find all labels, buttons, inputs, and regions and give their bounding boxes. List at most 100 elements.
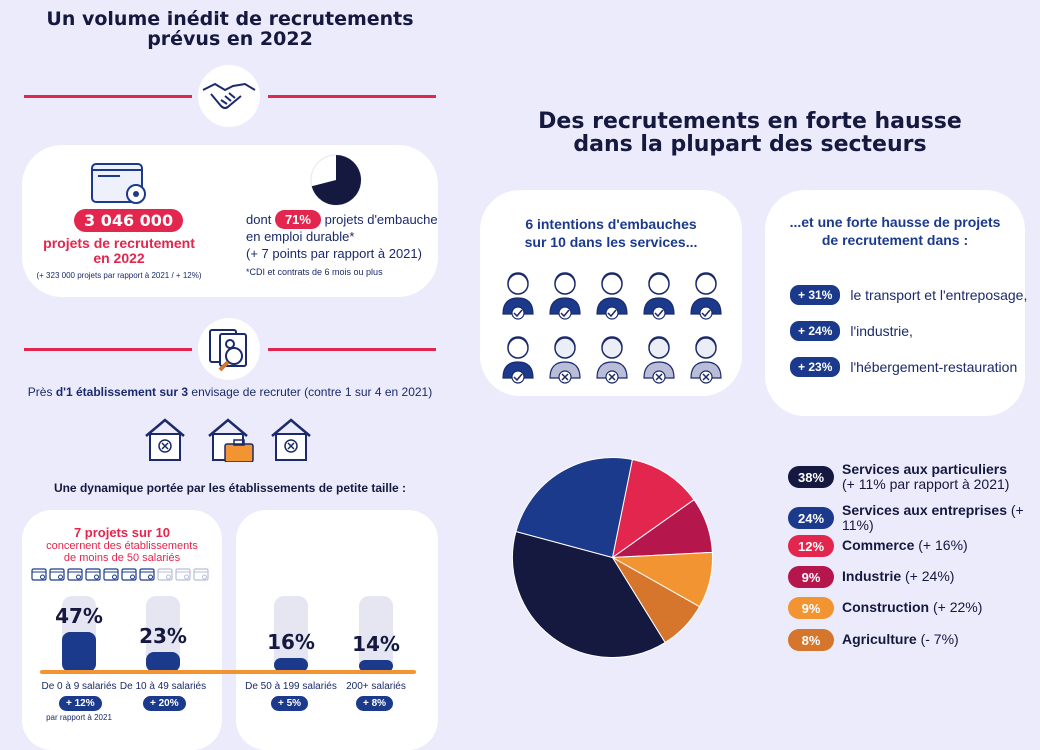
person-cross-icon: [549, 336, 581, 384]
divider-line: [24, 95, 192, 98]
legend-item: 9% Construction (+ 22%): [788, 597, 982, 619]
folder-icon: [175, 568, 191, 581]
legend-item: 12% Commerce (+ 16%): [788, 535, 968, 557]
legend-item: 24% Services aux entreprises (+ 11%): [788, 502, 1040, 534]
bar-change-wrap: + 5%: [271, 693, 309, 711]
projects-note: (+ 323 000 projets par rapport à 2021 / …: [36, 271, 202, 280]
durable-pie-slice: [311, 155, 361, 205]
small-size-title: Une dynamique portée par les établisseme…: [53, 481, 407, 495]
small-establishments-card: [22, 510, 222, 750]
durable-note: (+ 7 points par rapport à 2021): [246, 245, 422, 261]
legend-item: 8% Agriculture (- 7%): [788, 629, 959, 651]
legend-sector: Construction: [842, 599, 930, 616]
folder-icon: [139, 568, 155, 581]
legend-detail: (+ 24%): [901, 568, 955, 585]
people-grid: [500, 270, 730, 384]
legend-detail: (+ 22%): [929, 599, 983, 616]
sectors-pie-chart: [512, 457, 713, 658]
folder-icon: [67, 568, 83, 581]
legend-item: 38% Services aux particuliers (+ 11% par r…: [788, 461, 1009, 493]
sectors-title: ...et une forte hausse de projets de rec…: [789, 214, 1001, 248]
legend-pct: 9%: [788, 566, 834, 588]
large-establishments-card: [236, 510, 438, 750]
services-title: 6 intentions d'embauches sur 10 dans les…: [524, 216, 698, 250]
legend-label: Industrie (+ 24%): [842, 569, 954, 584]
folder-icon: [157, 568, 173, 581]
bar-change-badge: + 20%: [143, 696, 186, 711]
left-title: Un volume inédit de recrutements prévus …: [46, 8, 414, 50]
sector-row: + 23% l'hébergement-restauration: [790, 357, 1017, 377]
right-title: Des recrutements en forte hausse dans la…: [538, 109, 962, 158]
bar: [62, 632, 96, 672]
sector-row: + 31% le transport et l'entreposage,: [790, 285, 1027, 305]
bar-category-label: De 10 à 49 salariés: [119, 681, 207, 692]
bar-track: [359, 596, 393, 672]
house-x-icon: [268, 416, 314, 467]
legend-pct: 9%: [788, 597, 834, 619]
bar-change-badge: + 5%: [271, 696, 309, 711]
legend-pct: 38%: [788, 466, 834, 489]
legend-sector: Services aux particuliers: [842, 461, 1007, 477]
folder-icon: [31, 568, 47, 581]
house-x-icon: [142, 416, 188, 467]
bar-value-label: 23%: [139, 624, 187, 649]
legend-label: Agriculture (- 7%): [842, 632, 959, 647]
person-check-icon: [643, 272, 675, 320]
bar-category-label: De 0 à 9 salariés: [41, 681, 117, 692]
legend-label: Services aux entreprises (+ 11%): [842, 502, 1040, 534]
bar-change-badge: + 8%: [356, 696, 394, 711]
bar-category-label: 200+ salariés: [346, 681, 406, 692]
bar-change-badge: + 12%: [59, 696, 102, 711]
legend-sector: Services aux entreprises: [842, 502, 1007, 518]
legend-detail: (- 7%): [916, 631, 959, 648]
folder-icon: [85, 568, 101, 581]
person-cross-icon: [596, 336, 628, 384]
bar: [359, 660, 393, 672]
legend-detail: (+ 11%): [842, 502, 1024, 534]
bar-value-label: 16%: [267, 630, 315, 655]
durable-prefix: dont: [246, 212, 272, 227]
durable-pct-badge: 71%: [274, 210, 321, 229]
sector-pct: + 23%: [790, 357, 841, 377]
folder-icon: [193, 568, 209, 581]
house-briefcase-icon: [205, 416, 255, 467]
pie-slice: [515, 457, 633, 559]
legend-pct: 12%: [788, 535, 834, 557]
sector-label: l'hébergement-restauration: [850, 359, 1018, 375]
sector-label: le transport et l'entreposage,: [850, 287, 1028, 303]
divider-line: [268, 95, 436, 98]
bar-change-wrap: + 12%: [59, 693, 102, 711]
legend-label: Construction (+ 22%): [842, 600, 982, 615]
sector-pct: + 24%: [790, 321, 841, 341]
bar-change-wrap: + 8%: [356, 693, 394, 711]
bar: [274, 658, 308, 672]
folder-icon: [121, 568, 137, 581]
projects-total-badge: 3 046 000: [74, 209, 184, 232]
sector-row: + 24% l'industrie,: [790, 321, 913, 341]
bar-category-label: De 50 à 199 salariés: [245, 681, 337, 692]
person-check-icon: [502, 336, 534, 384]
person-check-icon: [502, 272, 534, 320]
folder-icon: [103, 568, 119, 581]
pie-slice: [512, 530, 666, 658]
seven-sub: concernent des établissements de moins d…: [46, 540, 198, 565]
baseline: [40, 670, 416, 674]
bar-note: par rapport à 2021: [46, 713, 112, 722]
person-cross-icon: [643, 336, 675, 384]
legend-item: 9% Industrie (+ 24%): [788, 566, 954, 588]
legend-label: Commerce (+ 16%): [842, 538, 968, 553]
legend-pct: 8%: [788, 629, 834, 651]
establishments-post: envisage de recruter (contre 1 sur 4 en …: [191, 385, 433, 399]
legend-pct: 24%: [788, 507, 834, 530]
folder-gear-icon: [90, 160, 150, 213]
divider-line: [268, 348, 436, 351]
establishments-pre: Près: [27, 385, 53, 399]
sector-label: l'industrie,: [850, 323, 913, 339]
person-cross-icon: [690, 336, 722, 384]
legend-sector: Agriculture: [842, 631, 917, 648]
projects-label: projets de recrutement en 2022: [43, 235, 195, 267]
bar-value-label: 14%: [352, 632, 400, 657]
person-check-icon: [596, 272, 628, 320]
sector-pct: + 31%: [790, 285, 841, 305]
durable-pie-chart: [310, 154, 362, 206]
